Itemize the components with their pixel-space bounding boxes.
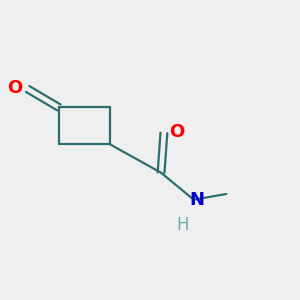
Text: N: N xyxy=(189,191,204,209)
Text: H: H xyxy=(176,216,189,234)
Text: O: O xyxy=(7,79,22,97)
Text: O: O xyxy=(169,122,184,140)
